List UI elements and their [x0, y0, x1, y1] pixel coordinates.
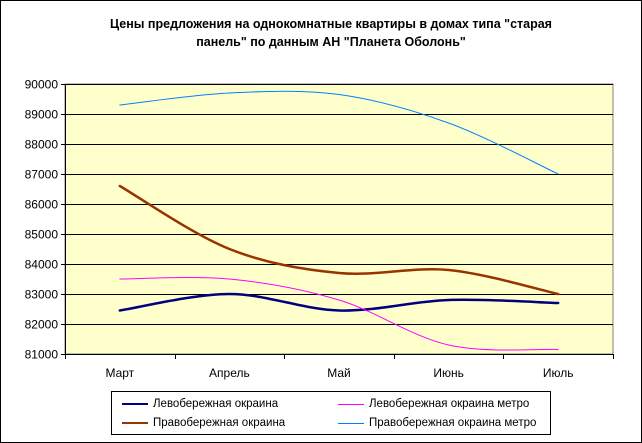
legend-label-levoberezhnaya: Левобережная окраина: [153, 398, 279, 410]
chart-title: Цены предложения на однокомнатные кварти…: [61, 15, 601, 51]
y-tick-label-2: 83000: [25, 288, 59, 302]
y-tick-label-9: 90000: [25, 78, 59, 92]
chart-legend: Левобережная окраина Левобережная окраин…: [111, 391, 551, 435]
y-tick-label-4: 85000: [25, 228, 59, 242]
y-tick-label-1: 82000: [25, 318, 59, 332]
legend-item-levoberezhnaya-metro: Левобережная окраина метро: [338, 395, 529, 413]
chart-title-line-2: панель" по данным АН "Планета Оболонь": [196, 35, 466, 49]
y-tick-label-5: 86000: [25, 198, 59, 212]
series-line-pravoberezhnaya: [118, 184, 560, 296]
x-tick-label-2: Май: [327, 366, 351, 380]
legend-item-pravoberezhnaya: Правобережная окраина: [122, 414, 285, 432]
chart-title-line-1: Цены предложения на однокомнатные кварти…: [110, 17, 552, 31]
legend-label-pravoberezhnaya-metro: Правобережная окраина метро: [369, 417, 537, 429]
legend-item-levoberezhnaya: Левобережная окраина: [122, 395, 278, 413]
series-line-pravoberezhnaya-metro: [119, 90, 559, 175]
legend-swatch-levoberezhnaya-metro: [338, 403, 364, 405]
y-tick-label-3: 84000: [25, 258, 59, 272]
legend-swatch-pravoberezhnaya-metro: [338, 422, 364, 424]
y-tick-label-7: 88000: [25, 138, 59, 152]
x-tick-label-3: Июнь: [433, 366, 464, 380]
legend-swatch-levoberezhnaya: [122, 403, 148, 405]
legend-label-pravoberezhnaya: Правобережная окраина: [153, 417, 286, 429]
x-tick-label-4: Июль: [543, 366, 574, 380]
legend-item-pravoberezhnaya-metro: Правобережная окраина метро: [338, 414, 536, 432]
y-tick-label-6: 87000: [25, 168, 59, 182]
series-line-levoberezhnaya: [118, 292, 560, 312]
x-tick-label-0: Март: [105, 366, 134, 380]
y-tick-label-0: 81000: [25, 348, 59, 362]
legend-label-levoberezhnaya-metro: Левобережная окраина метро: [369, 398, 530, 410]
plot-area: [64, 83, 614, 355]
x-tick-label-1: Апрель: [209, 366, 250, 380]
legend-swatch-pravoberezhnaya: [122, 422, 148, 424]
series-line-levoberezhnaya-metro: [119, 276, 559, 351]
y-tick-label-8: 89000: [25, 108, 59, 122]
